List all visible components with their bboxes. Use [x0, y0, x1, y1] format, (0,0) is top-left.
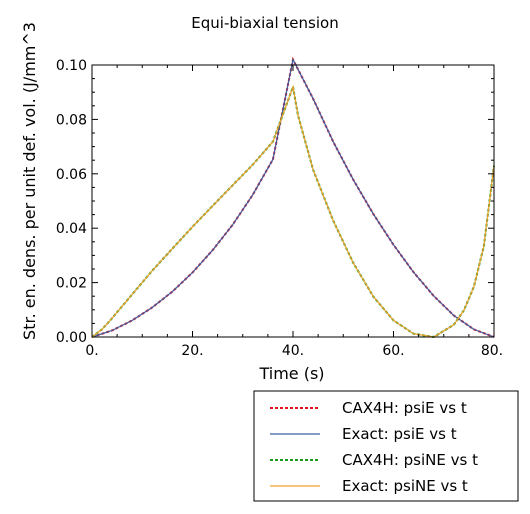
legend-box — [253, 390, 519, 502]
y-tick-label: 0.08 — [56, 112, 87, 128]
series-line-4 — [91, 84, 495, 338]
y-axis-label: Str. en. dens. per unit def. vol. (J/mm^… — [20, 22, 39, 340]
legend-label-1: CAX4H: psiE vs t — [342, 399, 467, 417]
x-tick-label: 80. — [481, 343, 503, 359]
y-tick-label: 0.04 — [56, 221, 87, 237]
series-line-3 — [91, 82, 495, 339]
x-tick-label: 0. — [85, 343, 98, 359]
series-layer — [91, 56, 495, 339]
x-tick-label: 40. — [282, 343, 304, 359]
y-tick-label: 0.10 — [56, 58, 87, 74]
axes-layer: 0. 20. 40. 60. 80. 0.00 0.02 0.04 0.06 0.08 0.10 — [56, 58, 503, 359]
y-tick-label: 0.06 — [56, 167, 87, 183]
x-tick-label: 60. — [382, 343, 404, 359]
legend-label-4: Exact: psiNE vs t — [342, 477, 468, 495]
x-tick-label: 20. — [181, 343, 203, 359]
x-axis-label: Time (s) — [258, 364, 324, 383]
legend-label-3: CAX4H: psiNE vs t — [342, 451, 478, 469]
chart-title: Equi-biaxial tension — [191, 14, 338, 32]
legend: CAX4H: psiE vs t Exact: psiE vs t CAX4H: p… — [253, 390, 519, 502]
y-tick-label: 0.02 — [56, 276, 87, 292]
series-line-2 — [91, 57, 495, 338]
y-tick-label: 0.00 — [56, 330, 87, 346]
legend-label-2: Exact: psiE vs t — [342, 425, 457, 443]
